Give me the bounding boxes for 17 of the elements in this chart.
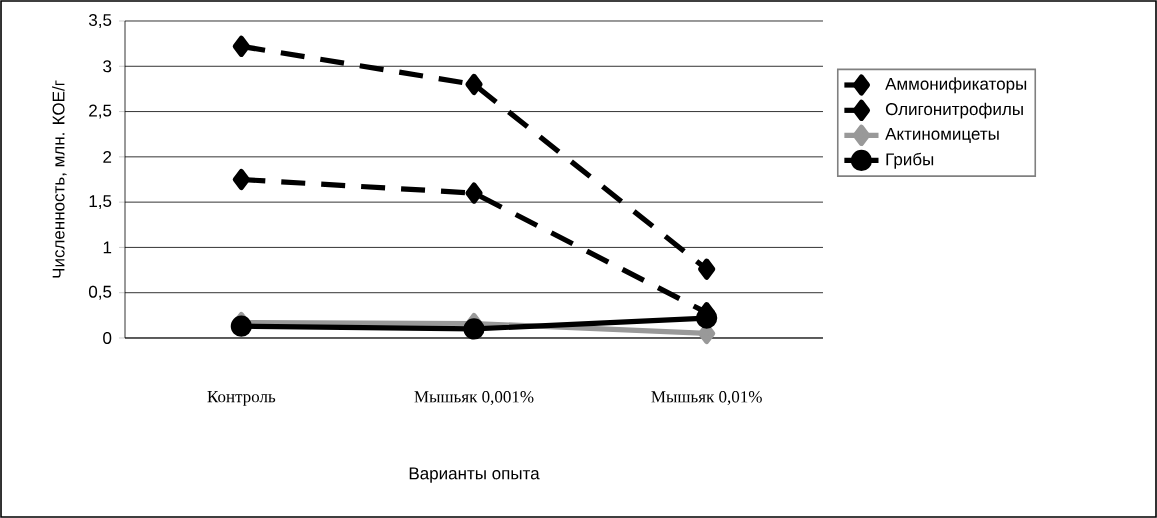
y-tick-label: 1,5 bbox=[89, 195, 112, 210]
x-tick-label: Мышьяк 0,001% bbox=[414, 391, 534, 405]
y-tick-label: 3,5 bbox=[88, 13, 112, 29]
y-tick-label: 1 bbox=[103, 241, 112, 254]
y-tick-label: 0 bbox=[103, 331, 112, 344]
x-tick-label: Контроль bbox=[207, 391, 276, 406]
x-tick-label: Мышьяк 0,01% bbox=[651, 391, 762, 405]
y-tick-label: 2 bbox=[103, 150, 112, 163]
x-axis-title: Варианты опыта bbox=[409, 467, 540, 483]
y-tick-label: 3 bbox=[103, 60, 112, 73]
legend-label: Олигонитрофилы bbox=[885, 102, 1023, 119]
legend-label: Актиномицеты bbox=[885, 127, 999, 144]
legend-label: Аммонификаторы bbox=[885, 77, 1027, 94]
y-tick-label: 2,5 bbox=[89, 104, 112, 119]
legend-label: Грибы bbox=[886, 152, 934, 169]
y-axis-title: Численность, млн. КОЕ/г bbox=[52, 80, 67, 278]
y-tick-label: 0,5 bbox=[88, 285, 112, 300]
